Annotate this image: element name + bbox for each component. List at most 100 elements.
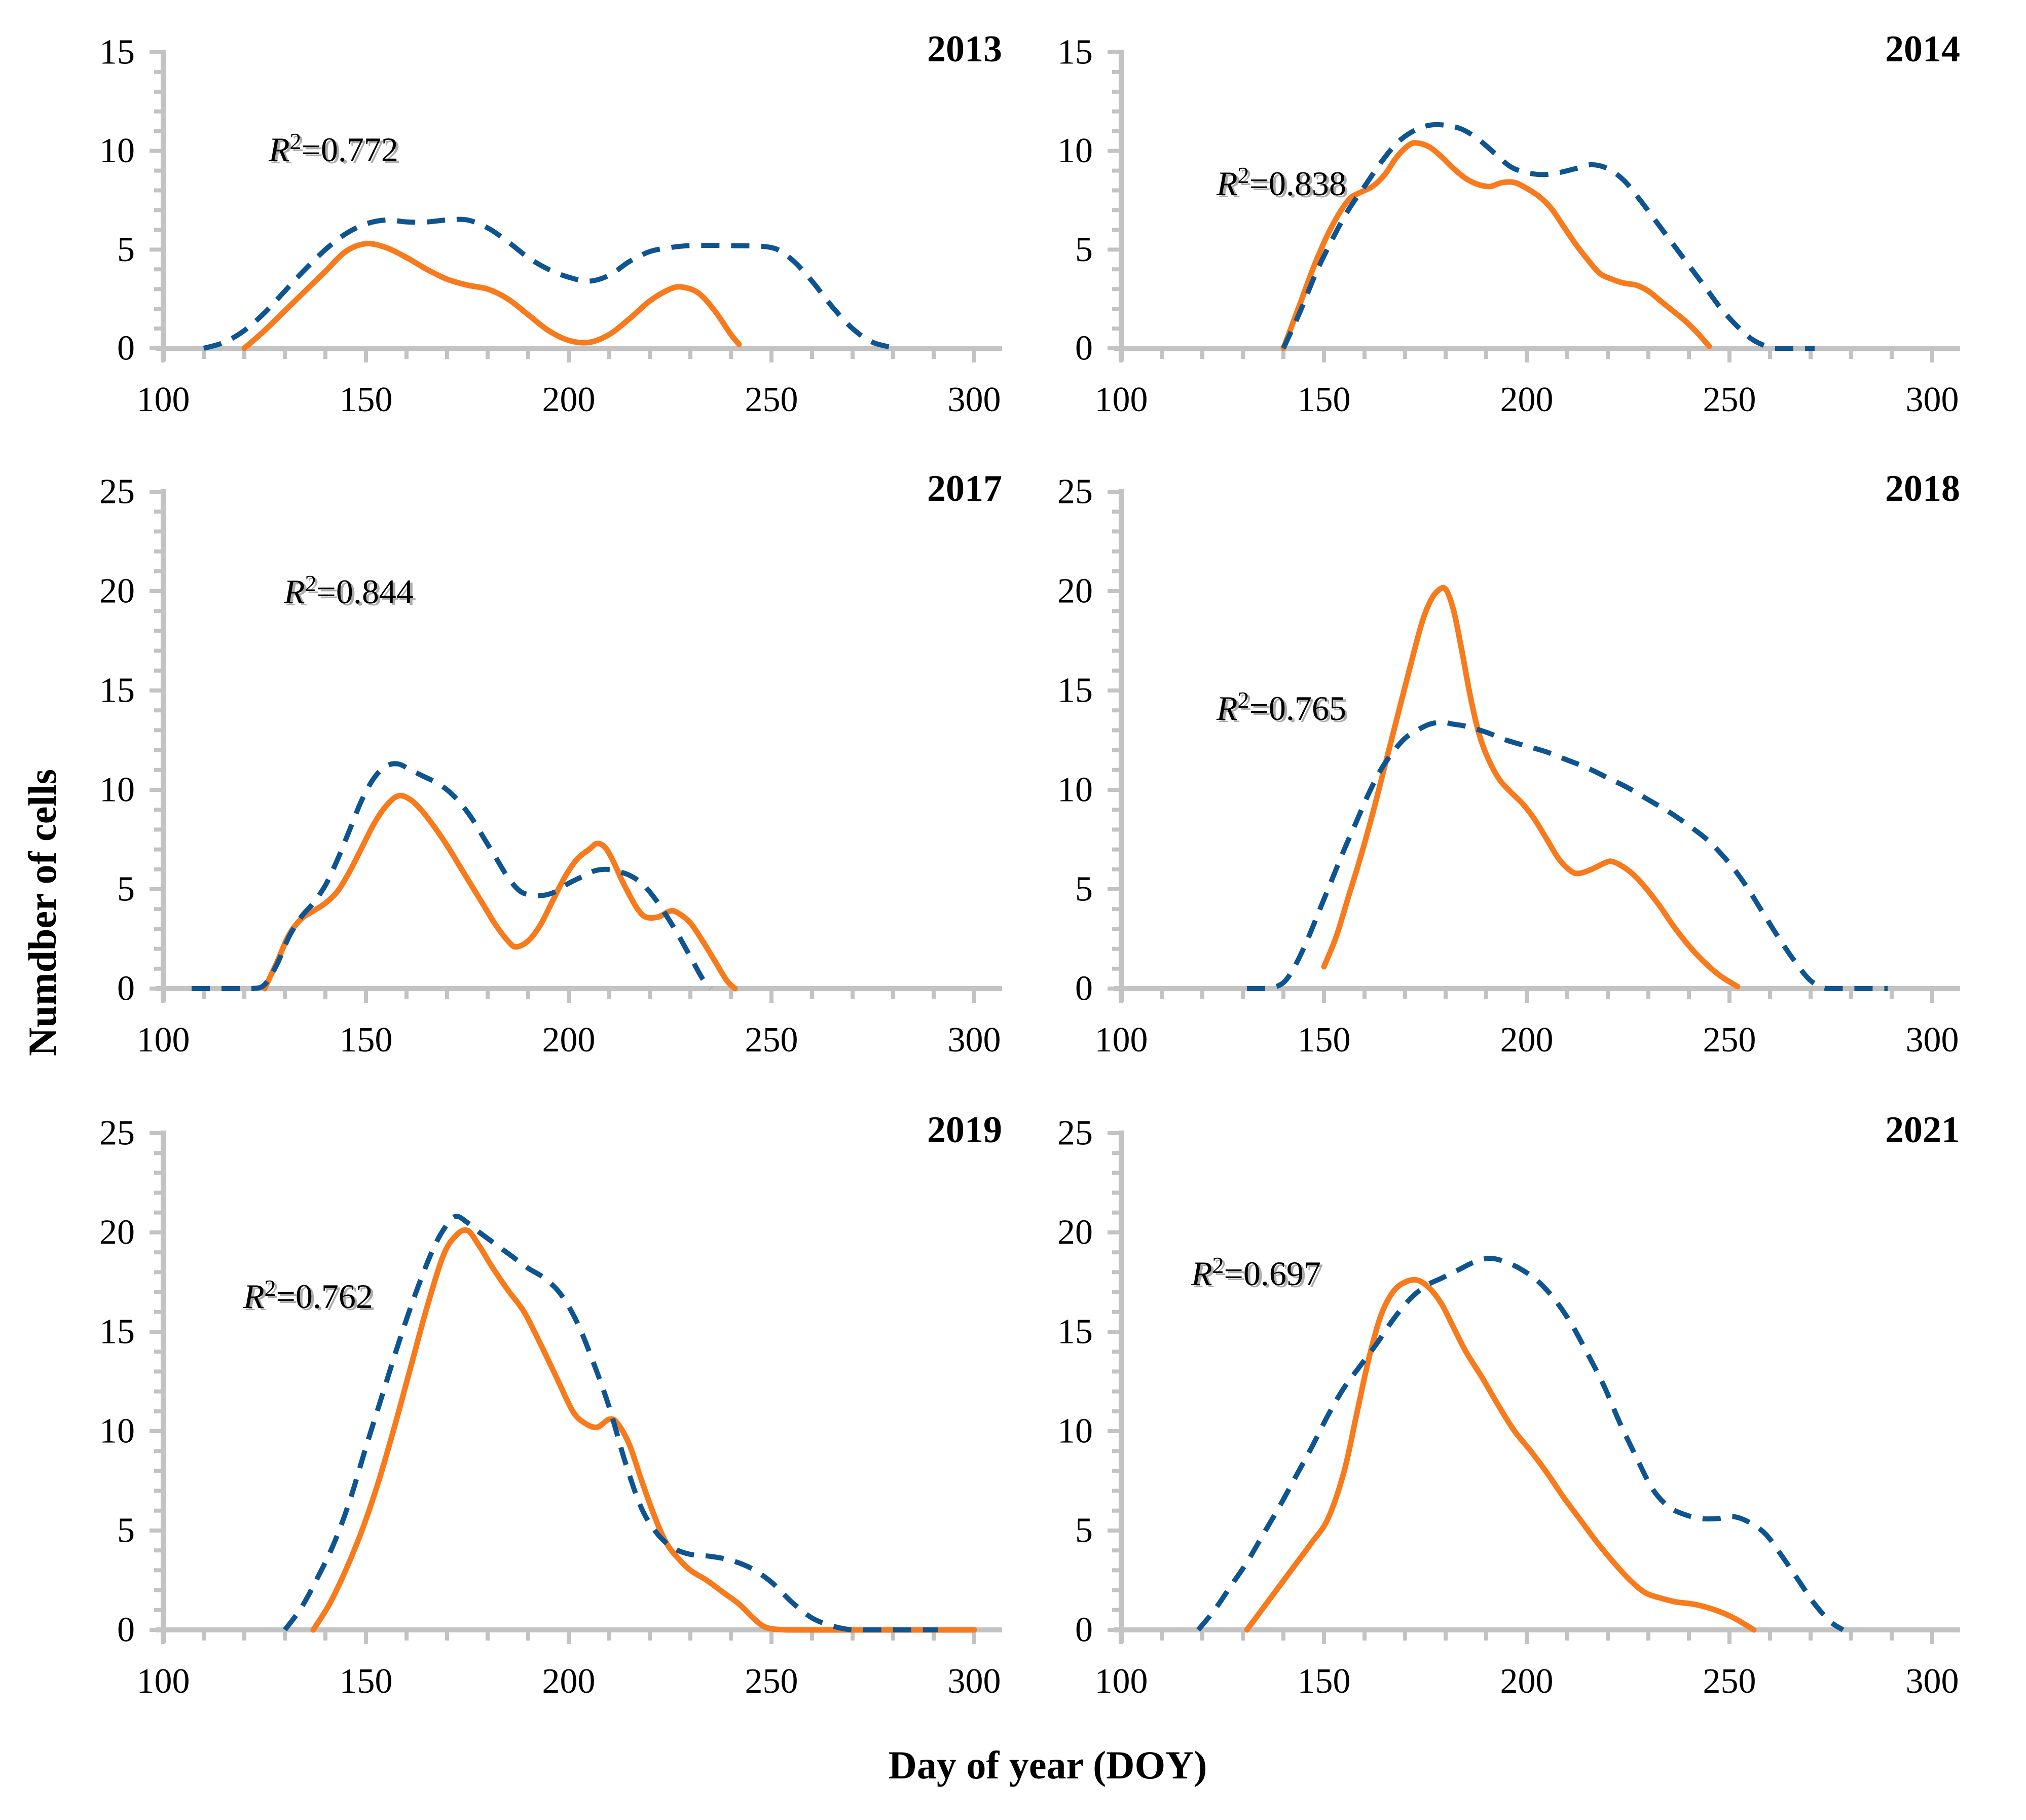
series-line-dashed xyxy=(1196,1256,1845,1632)
y-tick-label: 10 xyxy=(1057,771,1093,810)
x-tick-label: 300 xyxy=(948,1021,1001,1060)
r2-superscript: 2 xyxy=(308,572,319,598)
series-line-dashed xyxy=(191,761,713,992)
x-tick-label: 150 xyxy=(340,1662,393,1701)
r2-value: =0.844 xyxy=(319,574,416,613)
r2-variable: R xyxy=(1219,691,1240,730)
r2-superscript: 2 xyxy=(292,130,304,156)
x-tick-label: 300 xyxy=(948,1662,1001,1701)
y-tick-label: 20 xyxy=(1057,1213,1093,1252)
y-tick-label: 0 xyxy=(117,969,135,1008)
r2-variable: R xyxy=(286,574,308,613)
r2-variable: R xyxy=(1193,1256,1215,1295)
panel-title: 2013 xyxy=(927,28,1002,70)
r2-superscript: 2 xyxy=(267,1277,279,1303)
r2-superscript: 2 xyxy=(1215,1254,1227,1280)
y-tick-label: 10 xyxy=(99,771,135,810)
series-line-solid xyxy=(262,792,738,992)
panel-2019: 100 150 200 250 300 0 5 10 15 20 25 2019 R2=0.762R2=… xyxy=(99,1109,1002,1701)
r2-label-shadow: R2=0.772 xyxy=(271,130,401,171)
x-tick-label: 100 xyxy=(1095,1021,1148,1060)
y-tick-label: 20 xyxy=(99,1213,135,1252)
r2-label: R2=0.838 xyxy=(1216,162,1346,203)
series-line-dashed xyxy=(282,1214,938,1632)
r2-superscript: 2 xyxy=(1240,689,1252,715)
r2-superscript: 2 xyxy=(305,570,317,596)
x-tick-label: 200 xyxy=(542,1021,596,1060)
series-line-solid xyxy=(1321,585,1741,990)
r2-variable: R xyxy=(243,1277,265,1316)
y-tick-label: 5 xyxy=(117,1511,135,1550)
r2-variable: R xyxy=(1216,164,1238,203)
r2-superscript: 2 xyxy=(290,128,302,154)
r2-superscript: 2 xyxy=(1238,162,1249,188)
panel-2013: 100 150 200 250 300 0 5 10 15 2013 R2=0.772R2=0.77… xyxy=(99,28,1002,419)
r2-variable: R xyxy=(283,572,305,611)
r2-variable: R xyxy=(1219,166,1240,205)
x-tick-label: 100 xyxy=(137,1021,190,1060)
x-tick-label: 250 xyxy=(1703,380,1756,419)
x-tick-label: 200 xyxy=(1500,1662,1554,1701)
panel-2014: 100 150 200 250 300 0 5 10 15 2014 R2=0.838R2=0.83… xyxy=(1057,28,1960,419)
series-line-solid xyxy=(1280,140,1712,351)
x-tick-label: 150 xyxy=(340,1021,393,1060)
x-tick-label: 300 xyxy=(1906,1662,1959,1701)
x-tick-label: 200 xyxy=(542,380,596,419)
x-tick-label: 250 xyxy=(745,1021,798,1060)
panel-title: 2014 xyxy=(1885,28,1960,70)
r2-superscript: 2 xyxy=(1238,687,1249,713)
y-tick-label: 0 xyxy=(117,1611,135,1650)
x-tick-label: 250 xyxy=(745,380,798,419)
x-tick-label: 100 xyxy=(1095,380,1148,419)
x-tick-label: 200 xyxy=(1500,1021,1554,1060)
panel-title: 2017 xyxy=(927,468,1002,509)
r2-value: =0.772 xyxy=(302,130,398,169)
y-tick-label: 25 xyxy=(99,472,135,512)
panel-2021: 100 150 200 250 300 0 5 10 15 20 25 2021 R2=0.697R2=… xyxy=(1057,1109,1960,1701)
r2-variable: R xyxy=(1216,689,1238,727)
r2-variable: R xyxy=(271,132,292,171)
y-tick-label: 0 xyxy=(1075,969,1093,1008)
y-tick-label: 0 xyxy=(117,329,135,368)
y-tick-label: 5 xyxy=(117,870,135,909)
y-tick-label: 15 xyxy=(99,33,135,72)
r2-variable: R xyxy=(268,130,290,169)
x-tick-label: 300 xyxy=(948,380,1001,419)
panel-title: 2018 xyxy=(1885,468,1960,509)
r2-value: =0.772 xyxy=(304,132,401,171)
r2-value: =0.765 xyxy=(1249,689,1346,727)
x-tick-label: 250 xyxy=(745,1662,798,1701)
r2-value: =0.697 xyxy=(1224,1254,1321,1293)
r2-label-shadow: R2=0.844 xyxy=(286,572,416,613)
r2-value: =0.762 xyxy=(279,1279,376,1318)
x-tick-label: 300 xyxy=(1906,1021,1959,1060)
y-tick-label: 25 xyxy=(1057,1114,1093,1153)
r2-value: =0.838 xyxy=(1249,164,1346,203)
series-line-solid xyxy=(241,240,742,351)
y-tick-label: 15 xyxy=(99,1313,135,1352)
panel-title: 2019 xyxy=(927,1109,1002,1151)
y-tick-label: 15 xyxy=(99,671,135,710)
x-tick-label: 200 xyxy=(542,1662,596,1701)
x-tick-label: 100 xyxy=(1095,1662,1148,1701)
y-tick-label: 5 xyxy=(1075,1511,1093,1550)
x-tick-label: 100 xyxy=(137,1662,190,1701)
y-tick-label: 5 xyxy=(1075,870,1093,909)
x-tick-label: 250 xyxy=(1703,1662,1756,1701)
x-tick-label: 200 xyxy=(1500,380,1554,419)
r2-value: =0.838 xyxy=(1252,166,1349,205)
r2-label: R2=0.844 xyxy=(283,570,414,611)
x-tick-label: 300 xyxy=(1906,380,1959,419)
y-tick-label: 25 xyxy=(1057,472,1093,512)
panel-title: 2021 xyxy=(1885,1109,1960,1151)
x-tick-label: 150 xyxy=(1298,380,1351,419)
x-tick-label: 150 xyxy=(1298,1021,1351,1060)
y-tick-label: 15 xyxy=(1057,671,1093,710)
y-tick-label: 10 xyxy=(99,131,135,170)
r2-value: =0.844 xyxy=(317,572,414,611)
r2-label: R2=0.697 xyxy=(1191,1252,1321,1293)
panel-2018: 100 150 200 250 300 0 5 10 15 20 25 2018 R2=0.765R2=… xyxy=(1057,468,1960,1060)
y-tick-label: 5 xyxy=(1075,230,1093,269)
y-tick-label: 15 xyxy=(1057,33,1093,72)
